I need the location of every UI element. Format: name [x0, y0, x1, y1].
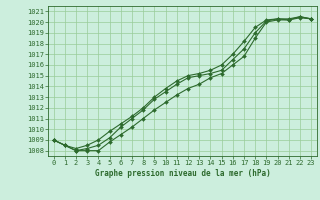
X-axis label: Graphe pression niveau de la mer (hPa): Graphe pression niveau de la mer (hPa) — [94, 169, 270, 178]
